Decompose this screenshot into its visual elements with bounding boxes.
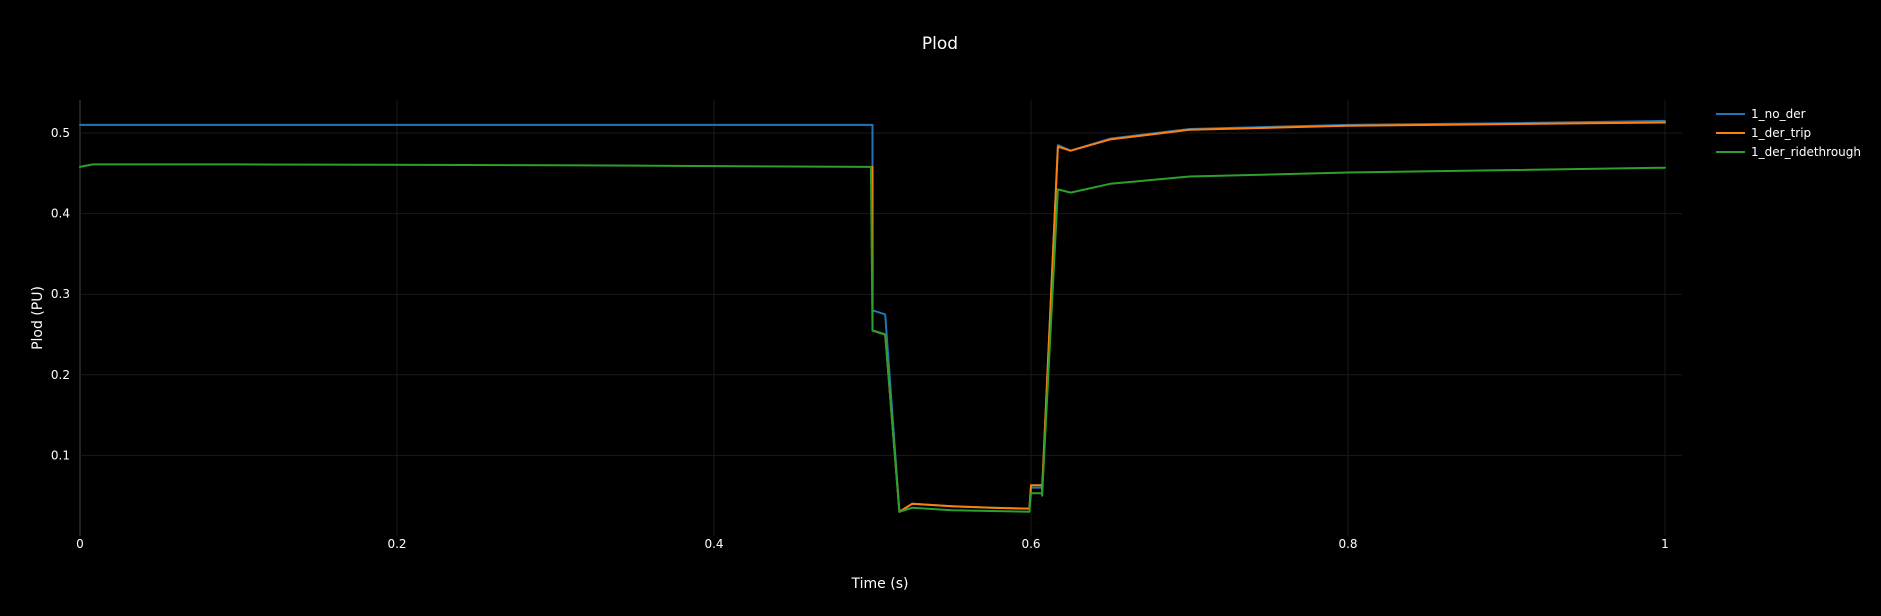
- legend-item-1_no_der[interactable]: 1_no_der: [1716, 107, 1806, 121]
- x-tick-label: 0.2: [387, 537, 406, 551]
- y-tick-label: 0.4: [51, 207, 70, 221]
- y-tick-label: 0.2: [51, 368, 70, 382]
- y-tick-label: 0.1: [51, 448, 70, 462]
- legend-label: 1_no_der: [1751, 107, 1806, 121]
- y-axis-ticks: 0.1 0.2 0.3 0.4 0.5: [51, 126, 70, 462]
- chart-title: Plod: [922, 34, 958, 54]
- x-tick-label: 1: [1661, 537, 1669, 551]
- legend-item-1_der_ridethrough[interactable]: 1_der_ridethrough: [1716, 145, 1861, 159]
- x-axis-label: Time (s): [851, 576, 909, 592]
- grid-lines: [79, 100, 1682, 536]
- x-axis-ticks: 0 0.2 0.4 0.6 0.8 1: [76, 537, 1669, 551]
- x-tick-label: 0.6: [1021, 537, 1040, 551]
- legend[interactable]: 1_no_der 1_der_trip 1_der_ridethrough: [1716, 107, 1861, 159]
- y-tick-label: 0.5: [51, 126, 70, 140]
- series-line-1_der_ridethrough: [79, 163, 1666, 513]
- plot-area: [79, 119, 1666, 513]
- legend-label: 1_der_ridethrough: [1751, 145, 1861, 159]
- x-tick-label: 0: [76, 537, 84, 551]
- legend-label: 1_der_trip: [1751, 126, 1811, 140]
- legend-item-1_der_trip[interactable]: 1_der_trip: [1716, 126, 1811, 140]
- y-axis-label: Plod (PU): [30, 286, 46, 350]
- x-tick-label: 0.4: [704, 537, 723, 551]
- y-tick-label: 0.3: [51, 287, 70, 301]
- x-tick-label: 0.8: [1338, 537, 1357, 551]
